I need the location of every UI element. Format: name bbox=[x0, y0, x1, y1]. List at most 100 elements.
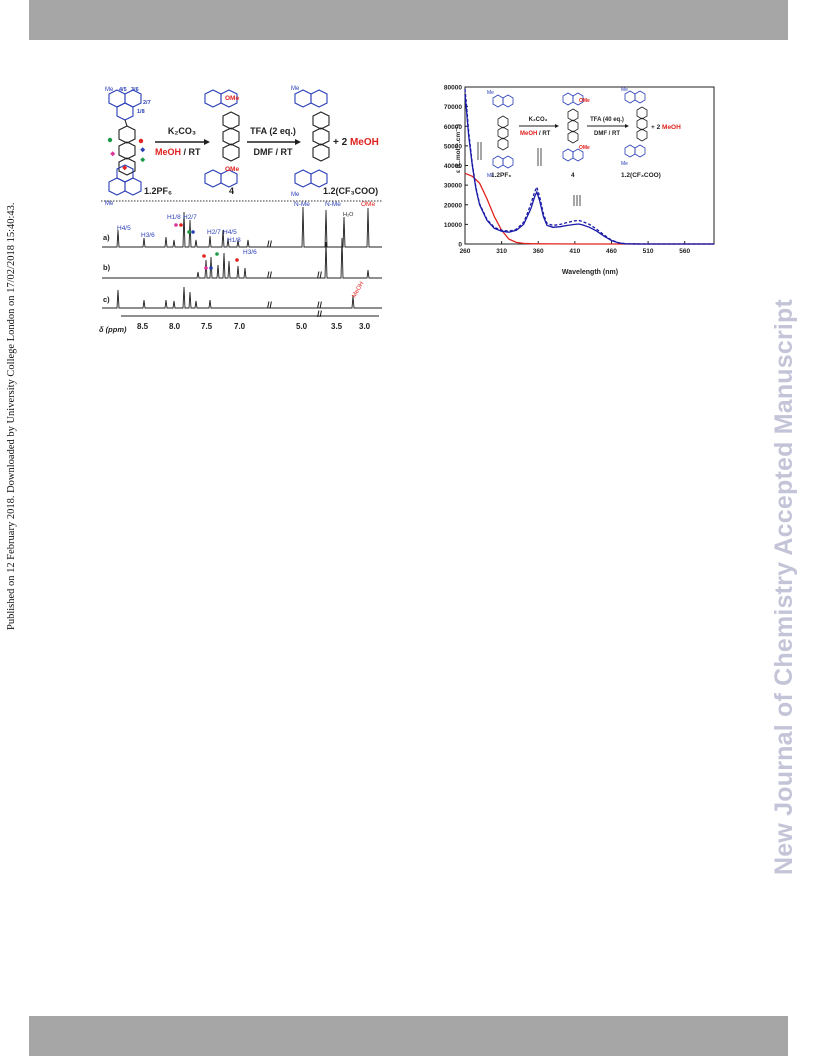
spectrum-line-3 bbox=[464, 88, 714, 245]
peak-marker-green bbox=[187, 230, 191, 234]
inset-me-bottom-end: Me bbox=[621, 161, 628, 167]
trace-label-b: b) bbox=[103, 263, 111, 272]
product-extra-methanol: MeOH bbox=[350, 137, 379, 148]
me-label-bottom-right: Me bbox=[291, 192, 300, 198]
proton-label-3-6: 3/6 bbox=[131, 87, 139, 93]
uv-vis-chart: 0 10000 20000 30000 40000 50000 60000 70000 8000… bbox=[444, 85, 715, 276]
inset-me-top-start: Me bbox=[487, 90, 494, 96]
me-label-top-left: Me bbox=[105, 87, 114, 93]
axis-break-c2: // bbox=[317, 300, 323, 310]
peak-label-h27-b: H2/7 bbox=[207, 229, 221, 236]
axis-break-a: // bbox=[267, 239, 273, 249]
ome-label-top: OMe bbox=[225, 95, 239, 102]
inset-me-top-end: Me bbox=[621, 87, 628, 93]
peak-marker-magenta-b bbox=[204, 266, 208, 270]
y-tick-label: 60000 bbox=[444, 124, 462, 131]
y-axis-label: ε (L.mol⁻¹.cm⁻¹) bbox=[455, 124, 462, 173]
nmr-tick-8-5: 8.5 bbox=[137, 322, 149, 331]
y-tick-label: 70000 bbox=[444, 104, 462, 111]
marker-green-dot bbox=[107, 137, 113, 143]
label-4: 4 bbox=[229, 186, 234, 196]
inset-ome-top: OMe bbox=[579, 98, 590, 104]
product-extra-prefix: + 2 bbox=[333, 137, 350, 148]
reagent-1-bottom: MeOH / RT bbox=[155, 147, 201, 157]
molecule-4 bbox=[204, 89, 240, 188]
molecule-1-2pf6 bbox=[108, 89, 142, 196]
marker-red-diamond bbox=[122, 165, 128, 171]
inset-ome-bottom: OMe bbox=[579, 145, 590, 151]
y-tick-label: 20000 bbox=[444, 202, 462, 209]
peak-marker-green-b bbox=[215, 252, 219, 256]
accepted-manuscript-watermark: New Journal of Chemistry Accepted Manusc… bbox=[770, 298, 798, 875]
change-arrows bbox=[477, 142, 581, 206]
inset-reagent-2-top: TFA (40 eq.) bbox=[590, 117, 624, 123]
spectrum-line-1 bbox=[464, 172, 714, 245]
nmr-tick-7-0: 7.0 bbox=[234, 322, 246, 331]
reagent-2-bottom: DMF / RT bbox=[254, 147, 293, 157]
me-label-top-right: Me bbox=[291, 86, 300, 92]
trace-a bbox=[102, 206, 382, 248]
label-1-2cf3coo: 1.2(CF₃COO) bbox=[323, 186, 378, 196]
reagent-2-top: TFA (2 eq.) bbox=[250, 126, 296, 136]
reagent-1-top: K₂CO₃ bbox=[168, 126, 196, 136]
uv-vis-figure: 0 10000 20000 30000 40000 50000 60000 70000 8000… bbox=[425, 82, 720, 282]
axis-break-c: // bbox=[267, 300, 273, 310]
peak-label-h18-b: H1/8 bbox=[227, 237, 241, 244]
x-tick-label: 310 bbox=[496, 248, 507, 255]
nmr-axis-label: δ (ppm) bbox=[99, 325, 127, 334]
inset-me-bottom-start: Me bbox=[487, 173, 494, 179]
product-extra: + 2 MeOH bbox=[333, 137, 379, 148]
y-tick-label: 0 bbox=[458, 242, 462, 249]
proton-label-1-8: 1/8 bbox=[137, 109, 145, 115]
peak-marker-magenta bbox=[174, 223, 178, 227]
inset-reagent-1-conditions: / RT bbox=[537, 131, 550, 137]
peak-label-nme-1: N-Me bbox=[294, 201, 310, 208]
peak-label-h45-a: H4/5 bbox=[117, 225, 131, 232]
inset-molecule-start bbox=[492, 94, 514, 169]
peak-label-h18-a: H1/8 bbox=[167, 214, 181, 221]
axis-break-b2: // bbox=[317, 270, 323, 280]
y-tick-label: 10000 bbox=[444, 222, 462, 229]
x-tick-label: 360 bbox=[533, 248, 544, 255]
header-bar bbox=[29, 0, 788, 40]
peak-marker-blue-b bbox=[209, 266, 213, 270]
trace-label-c: c) bbox=[103, 295, 110, 304]
y-tick-label: 50000 bbox=[444, 143, 462, 150]
peak-label-h36-b: H3/6 bbox=[243, 249, 257, 256]
marker-red-dot bbox=[138, 138, 144, 144]
reagent-1-conditions: / RT bbox=[181, 147, 201, 157]
peak-marker-red bbox=[179, 223, 183, 227]
nmr-tick-8-0: 8.0 bbox=[169, 322, 181, 331]
inset-label-end: 1.2(CF₃COO) bbox=[621, 172, 661, 179]
x-axis-label: Wavelength (nm) bbox=[562, 269, 618, 276]
x-tick-label: 460 bbox=[606, 248, 617, 255]
peak-label-ome: OMe bbox=[361, 201, 375, 208]
proton-label-2-7: 2/7 bbox=[143, 100, 151, 106]
x-tick-label: 510 bbox=[643, 248, 654, 255]
nmr-tick-7-5: 7.5 bbox=[201, 322, 213, 331]
solvent-label-methanol: MeOH bbox=[352, 281, 366, 299]
inset-label-start: 1.2PF₆ bbox=[491, 172, 511, 179]
reaction-arrow-2-head bbox=[295, 139, 301, 145]
x-tick-label: 260 bbox=[460, 248, 471, 255]
reaction-arrow-1-head bbox=[204, 139, 210, 145]
y-tick-label: 80000 bbox=[444, 85, 462, 92]
nmr-tick-3-5: 3.5 bbox=[331, 322, 343, 331]
inset-reagent-2-bottom: DMF / RT bbox=[594, 131, 620, 137]
peak-label-h45-b: H4/5 bbox=[223, 229, 237, 236]
inset-molecule-mid bbox=[562, 92, 584, 162]
peak-label-h36-a: H3/6 bbox=[141, 232, 155, 239]
proton-label-4-5: 4/5 bbox=[119, 87, 127, 93]
y-tick-label: 40000 bbox=[444, 163, 462, 170]
nmr-tick-5-0: 5.0 bbox=[296, 322, 308, 331]
ome-label-bottom: OMe bbox=[225, 166, 239, 173]
inset-reagent-1-bottom: MeOH / RT bbox=[520, 131, 551, 137]
inset-reagent-1-methanol: MeOH bbox=[520, 131, 537, 137]
marker-blue-diamond bbox=[140, 147, 146, 153]
inset-molecule-end bbox=[624, 90, 648, 158]
axis-break-b: // bbox=[267, 270, 273, 280]
x-ticks: 260 310 360 410 460 510 560 bbox=[460, 241, 691, 255]
peak-label-h27-a: H2/7 bbox=[183, 214, 197, 221]
series-group bbox=[464, 88, 714, 245]
inset-arrow-2-head bbox=[625, 124, 629, 128]
